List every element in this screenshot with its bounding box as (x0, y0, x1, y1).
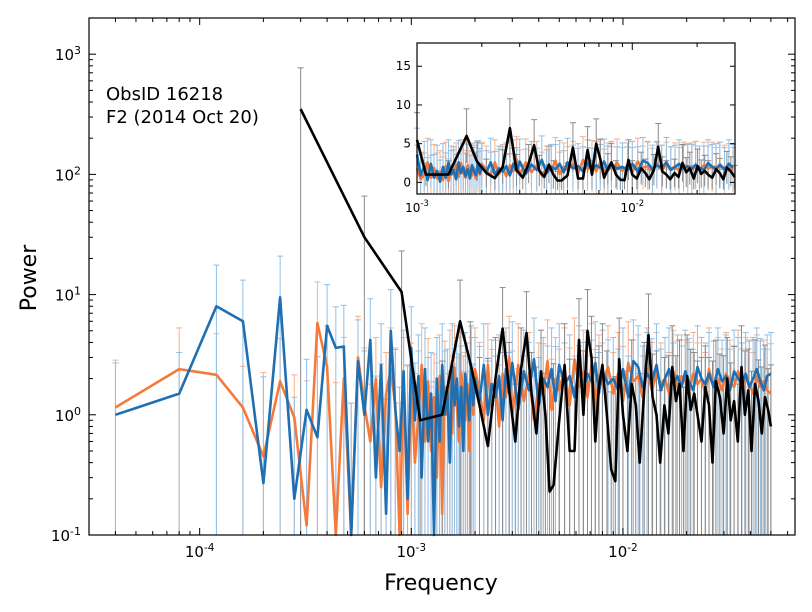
y-axis-label: Power (17, 244, 42, 311)
main-y-tick-label: 101 (55, 285, 81, 305)
inset-y-tick-label: 0 (403, 175, 411, 189)
main-y-tick-label: 103 (55, 44, 81, 64)
annotation-date: F2 (2014 Oct 20) (106, 107, 259, 128)
inset-axis-ticks: 10-3 10-2 0 5 10 15 (396, 43, 736, 215)
inset-plot-frame (416, 42, 736, 195)
x-axis-label: Frequency (384, 571, 498, 596)
inset-series-line-black (415, 126, 736, 182)
main-y-tick-label: 100 (55, 405, 81, 425)
main-x-tick-label: 10-4 (185, 542, 215, 561)
inset-y-tick-label: 15 (396, 59, 411, 73)
inset-y-tick-label: 10 (396, 98, 411, 112)
main-series-line-blue (114, 295, 772, 537)
inset-chart: 10-3 10-2 0 5 10 15 (396, 42, 738, 215)
inset-x-tick-label: 10-2 (620, 198, 644, 215)
inset-x-tick-label: 10-3 (405, 198, 429, 215)
annotation-obsid: ObsID 16218 (106, 84, 223, 105)
main-x-tick-label: 10-2 (608, 542, 638, 561)
main-series-lines (114, 108, 773, 537)
main-series-line-black (299, 108, 773, 493)
inset-series-lines (415, 126, 736, 184)
main-plot-frame (88, 17, 796, 536)
inset-y-tick-label: 5 (403, 137, 411, 151)
main-y-tick-label: 102 (55, 164, 81, 184)
main-y-tick-label: 10-1 (51, 525, 81, 545)
main-x-tick-label: 10-3 (397, 542, 427, 561)
